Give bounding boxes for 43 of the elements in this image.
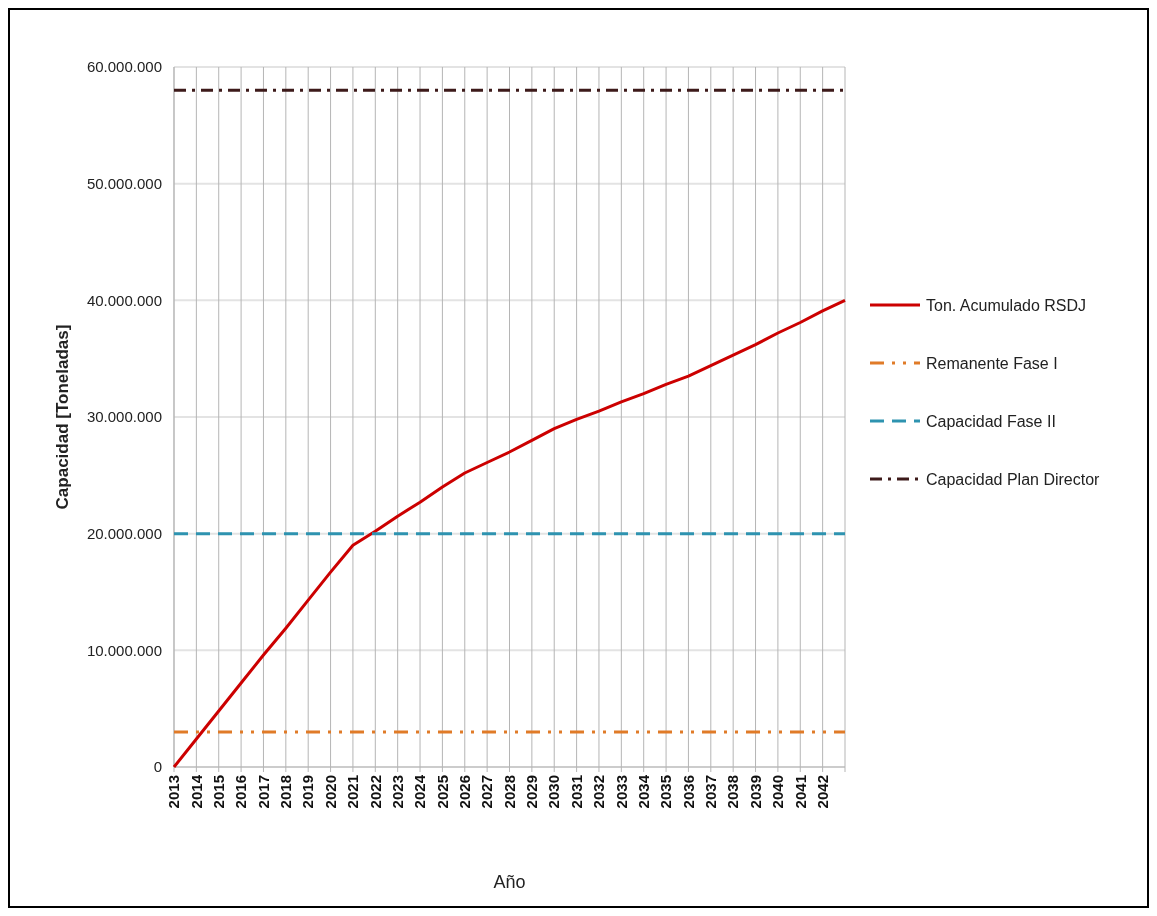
y-tick-label: 0 [153, 758, 162, 776]
legend-label: Capacidad Plan Director [926, 470, 1101, 488]
x-tick-label: 2030 [545, 775, 563, 809]
x-tick-label: 2025 [433, 775, 451, 809]
legend-label: Capacidad Fase II [926, 412, 1056, 430]
x-tick-label: 2031 [567, 775, 585, 809]
x-tick-label: 2041 [791, 775, 809, 809]
x-tick-label: 2033 [612, 775, 630, 809]
y-tick-label: 40.000.000 [86, 291, 162, 309]
x-tick-label: 2015 [209, 775, 227, 809]
legend-label: Remanente Fase I [926, 354, 1058, 372]
x-tick-label: 2038 [724, 775, 742, 809]
x-tick-label: 2020 [321, 775, 339, 809]
x-tick-label: 2018 [277, 775, 295, 809]
x-tick-label: 2021 [344, 775, 362, 809]
x-tick-label: 2034 [634, 774, 652, 809]
x-tick-label: 2019 [299, 775, 317, 809]
y-tick-label: 50.000.000 [86, 174, 162, 192]
x-tick-label: 2013 [165, 775, 183, 809]
x-tick-label: 2032 [590, 775, 608, 809]
x-tick-label: 2040 [769, 775, 787, 809]
x-tick-label: 2035 [657, 775, 675, 809]
x-tick-label: 2028 [500, 775, 518, 809]
x-tick-label: 2014 [187, 774, 205, 809]
x-tick-label: 2039 [746, 775, 764, 809]
x-tick-label: 2026 [456, 775, 474, 809]
y-tick-label: 10.000.000 [86, 641, 162, 659]
y-tick-label: 30.000.000 [86, 408, 162, 426]
x-tick-label: 2023 [388, 775, 406, 809]
x-tick-label: 2016 [232, 775, 250, 809]
x-tick-label: 2042 [813, 775, 831, 809]
x-tick-label: 2024 [411, 774, 429, 809]
y-tick-label: 20.000.000 [86, 524, 162, 542]
x-tick-label: 2029 [523, 775, 541, 809]
x-axis-title: Año [493, 872, 526, 892]
x-tick-label: 2036 [679, 775, 697, 809]
x-tick-label: 2022 [366, 775, 384, 809]
x-tick-label: 2017 [254, 775, 272, 809]
y-axis-title: Capacidad [Toneladas] [53, 324, 72, 510]
y-tick-label: 60.000.000 [86, 58, 162, 76]
x-tick-label: 2037 [702, 775, 720, 809]
legend-label: Ton. Acumulado RSDJ [926, 296, 1087, 314]
x-tick-label: 2027 [478, 775, 496, 809]
